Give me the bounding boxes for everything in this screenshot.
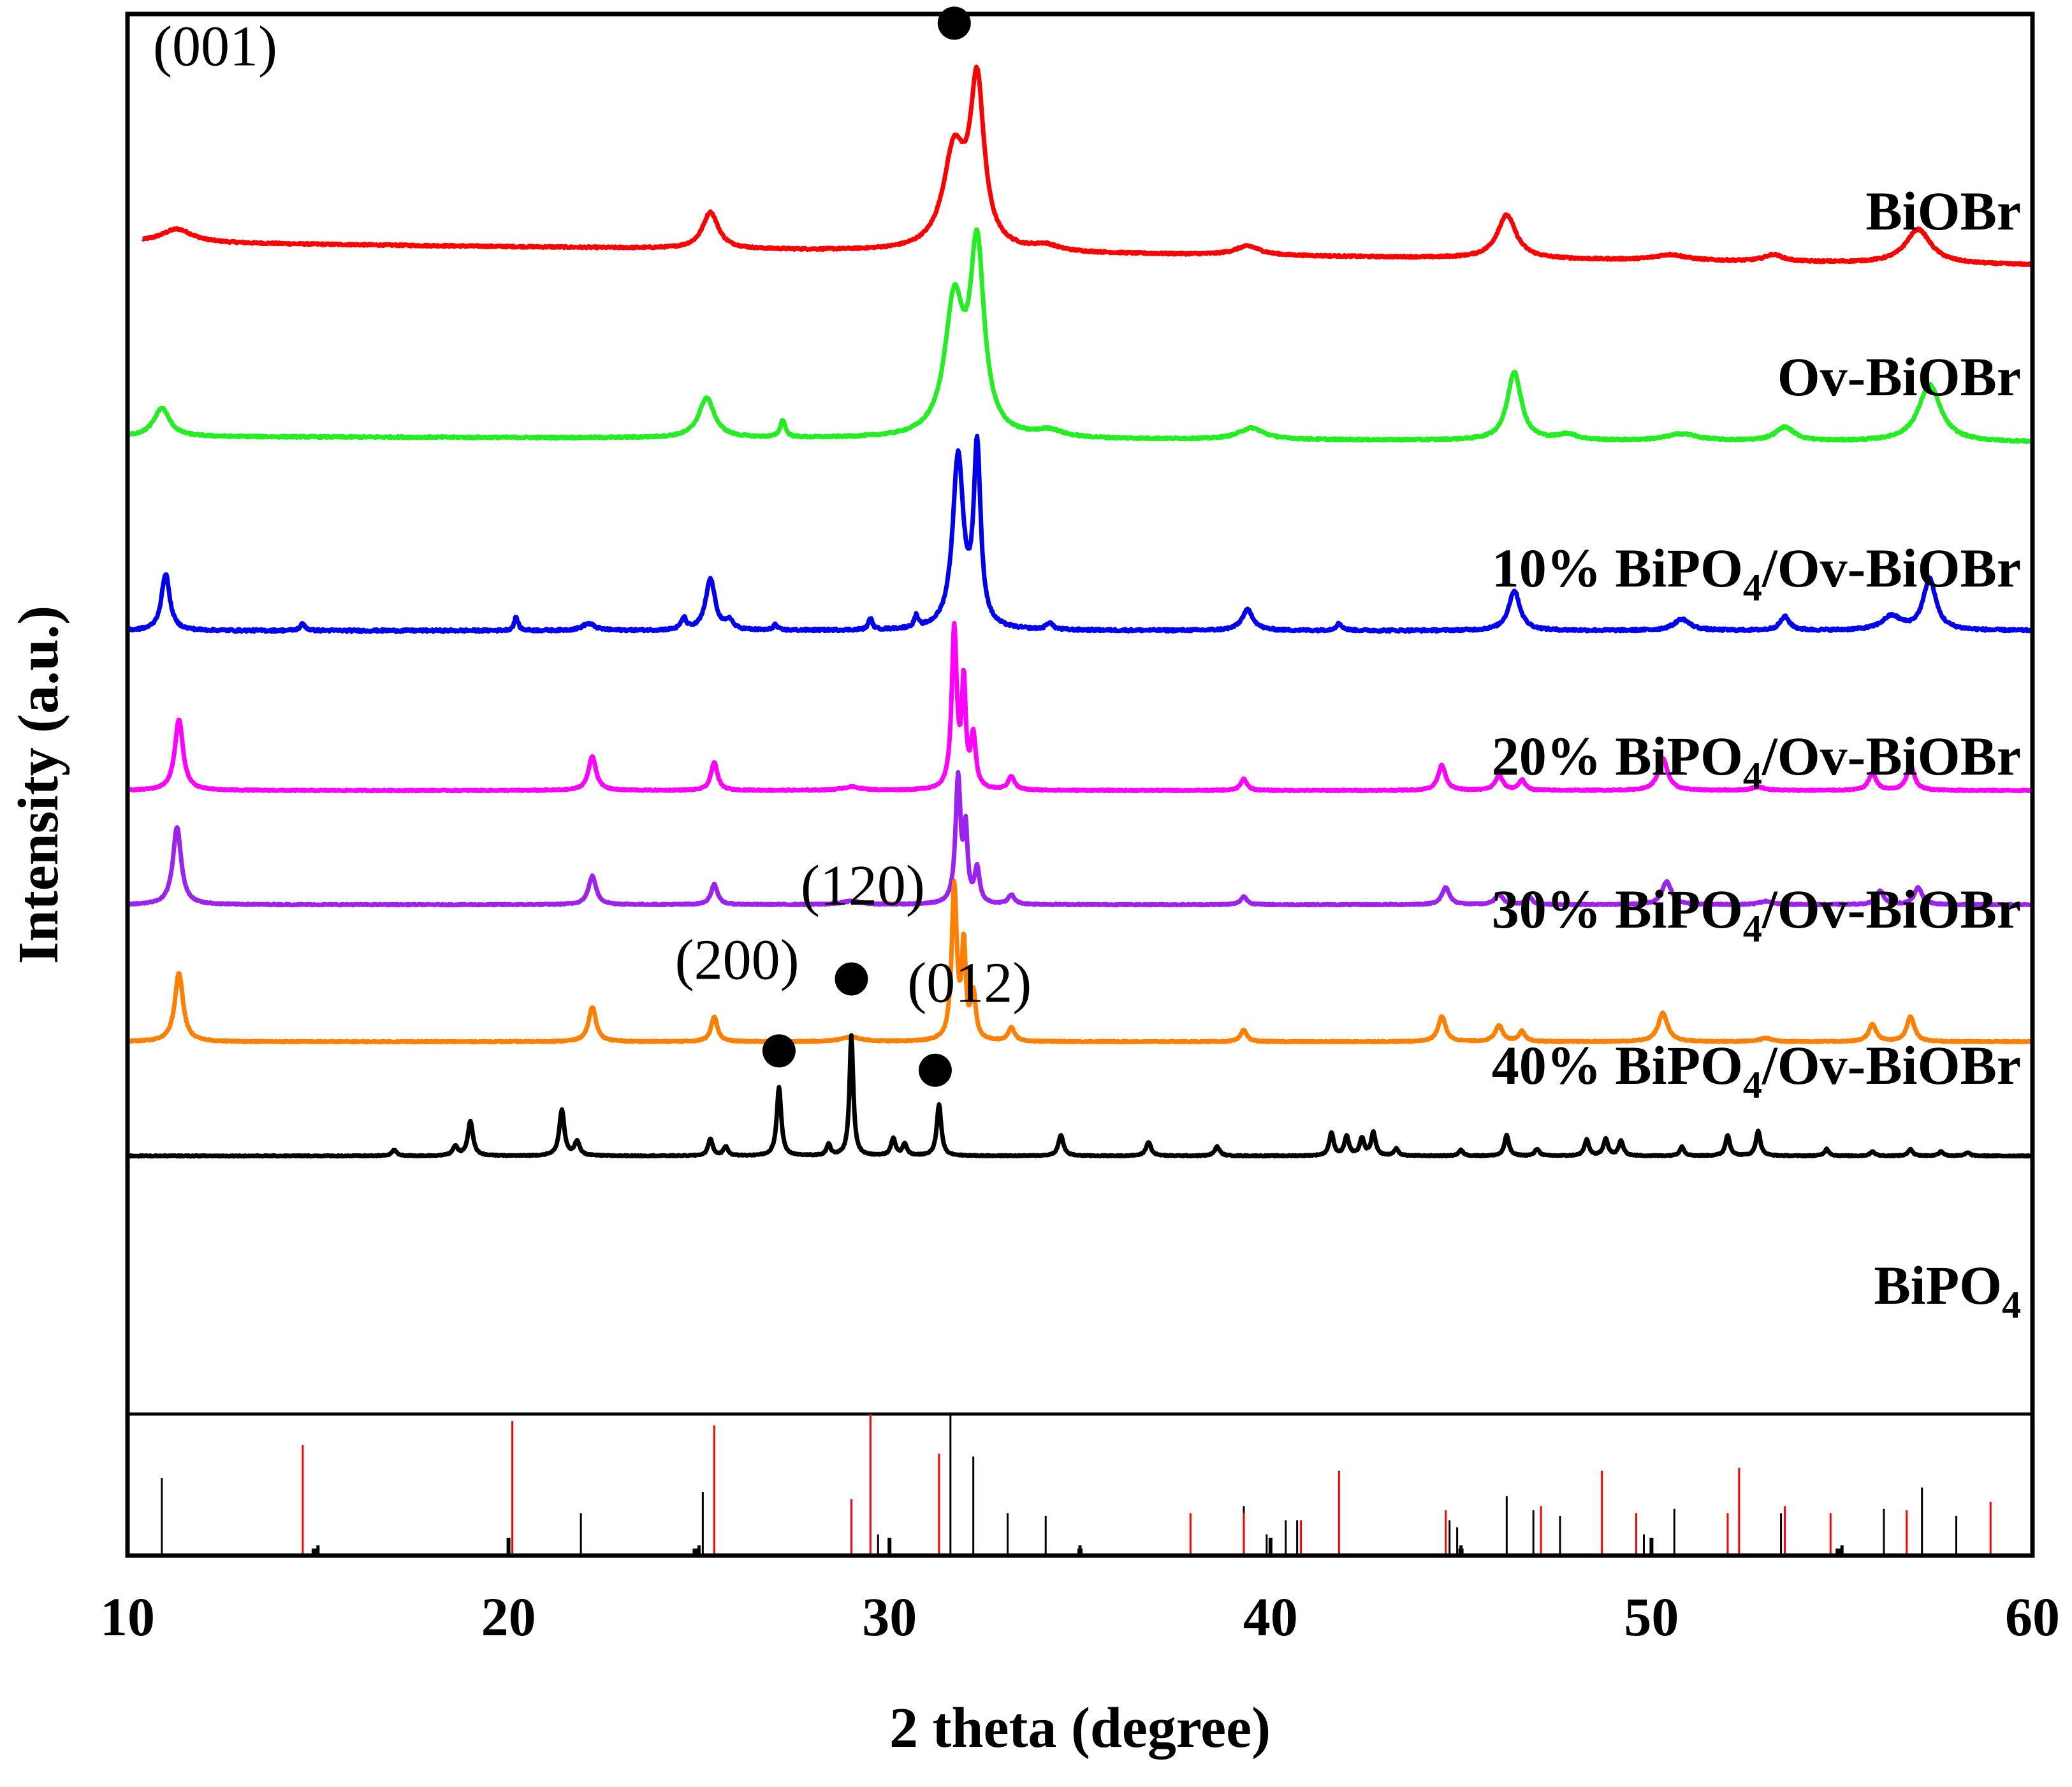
ref-stick-black-20: [1559, 1515, 1561, 1556]
ref-stick-red-12: [1601, 1470, 1603, 1556]
ref-stick-black-2: [580, 1513, 582, 1556]
ref-stick-black-18: [1505, 1496, 1508, 1556]
ref-stick-red-14: [1726, 1513, 1729, 1556]
ref-stick-red-5: [938, 1454, 940, 1556]
x-tick-label-1: 20: [481, 1586, 536, 1647]
ref-stick-black-24: [1835, 1548, 1841, 1556]
peak-annotation-0: (001): [153, 15, 277, 78]
ref-stick-black-14: [1296, 1520, 1299, 1556]
series-line-0: [141, 64, 2034, 267]
ref-stick-black-19: [1532, 1510, 1535, 1556]
ref-stick-red-15: [1738, 1468, 1740, 1556]
plot-frame: [125, 11, 2035, 1558]
series-label-1: Ov-BiOBr: [1777, 346, 2021, 407]
peak-marker-4: [835, 962, 868, 996]
series-line-4: [126, 770, 2034, 908]
ref-stick-black-7: [972, 1456, 975, 1556]
reference-pattern-area: [128, 1412, 2032, 1556]
ref-stick-red-19: [1989, 1501, 1992, 1556]
series-line-6: [126, 1033, 2034, 1159]
axis-layer: 10 20 30 40 50 60: [100, 1538, 2060, 1647]
peak-annotation-4: (120): [801, 854, 925, 917]
peak-annotation-3: (200): [675, 928, 799, 991]
ref-stick-black-0: [161, 1477, 163, 1556]
series-line-3: [126, 620, 2034, 794]
ref-stick-red-8: [1300, 1520, 1302, 1556]
ref-stick-red-17: [1829, 1513, 1832, 1556]
ref-stick-red-6: [1189, 1513, 1192, 1556]
ref-stick-black-1: [311, 1548, 317, 1556]
ref-stick-black-5: [877, 1534, 879, 1556]
series-label-layer: BiOBr Ov-BiOBr 10% BiPO4/Ov-BiOBr 20% BiPO4…: [1492, 180, 2021, 1326]
series-label-3: 20% BiPO4/Ov-BiOBr: [1492, 726, 2021, 797]
series-line-2: [126, 434, 2034, 634]
ref-stick-black-13: [1285, 1520, 1287, 1556]
ref-stick-red-1: [511, 1421, 514, 1556]
ref-stick-black-15: [1448, 1520, 1451, 1556]
ref-stick-black-27: [1955, 1515, 1957, 1556]
ref-stick-red-16: [1784, 1506, 1786, 1556]
peak-annotation-5: (012): [907, 951, 1032, 1014]
ref-stick-red-18: [1906, 1510, 1908, 1556]
ref-stick-red-2: [713, 1425, 715, 1556]
ref-stick-red-0: [302, 1445, 304, 1556]
ref-stick-black-12: [1266, 1534, 1268, 1556]
ref-stick-red-13: [1635, 1513, 1637, 1556]
x-tick-label-4: 50: [1624, 1586, 1679, 1647]
series-label-6: BiPO4: [1874, 1255, 2021, 1326]
ref-stick-black-16: [1456, 1527, 1459, 1556]
ref-stick-black-21: [1642, 1534, 1645, 1556]
ref-stick-red-9: [1338, 1470, 1340, 1556]
peak-marker-5: [918, 1053, 952, 1087]
series-label-2: 10% BiPO4/Ov-BiOBr: [1492, 537, 2021, 609]
ref-stick-red-4: [869, 1414, 872, 1556]
annotation-layer: (001)(102)(110)(200)(120)(012): [153, 6, 1032, 1087]
series-line-5: [126, 879, 2034, 1045]
peak-marker-3: [762, 1034, 796, 1068]
ref-stick-red-10: [1445, 1510, 1447, 1556]
ref-stick-red-3: [850, 1499, 852, 1556]
x-tick-label-0: 10: [100, 1586, 155, 1647]
series-label-5: 40% BiPO4/Ov-BiOBr: [1492, 1035, 2021, 1106]
series-layer: [125, 64, 2034, 1159]
ref-stick-black-25: [1883, 1508, 1885, 1556]
ref-stick-black-22: [1673, 1508, 1675, 1556]
ref-stick-red-11: [1540, 1506, 1542, 1556]
ref-stick-red-7: [1243, 1513, 1245, 1556]
series-label-0: BiOBr: [1865, 180, 2021, 242]
ref-stick-black-3: [692, 1548, 698, 1556]
x-tick-label-3: 40: [1243, 1586, 1298, 1647]
ref-stick-black-4: [701, 1492, 704, 1556]
series-label-4: 30% BiPO4/Ov-BiOBr: [1492, 879, 2021, 950]
ref-stick-black-8: [1006, 1513, 1009, 1556]
y-axis-title: Intensity (a.u.): [7, 606, 70, 965]
x-axis-title: 2 theta (degree): [889, 1696, 1271, 1760]
ref-stick-black-26: [1921, 1487, 1923, 1556]
ref-stick-black-9: [1044, 1515, 1047, 1556]
x-tick-label-5: 60: [2005, 1586, 2060, 1647]
ref-stick-black-6: [949, 1414, 952, 1556]
x-tick-label-2: 30: [862, 1586, 917, 1647]
series-line-1: [125, 227, 2034, 444]
peak-marker-1: [937, 6, 971, 40]
ref-stick-black-23: [1780, 1513, 1783, 1556]
